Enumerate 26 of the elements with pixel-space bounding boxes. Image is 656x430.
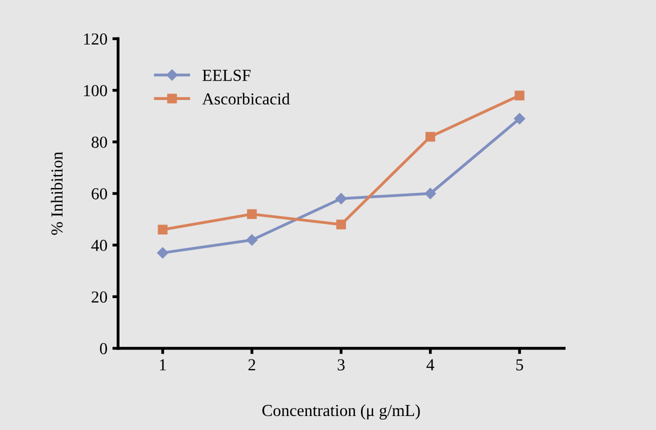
y-tick-label: 80 [92,136,108,148]
x-tick-label: 2 [248,359,256,370]
point [336,193,347,204]
x-axis-title: Concentration (μ g/mL) [262,404,420,420]
point [425,132,436,142]
point [247,209,257,219]
y-tick-label: 20 [92,291,108,303]
x-tick-label: 3 [338,359,345,370]
legend-label: Ascorbicacid [202,92,290,105]
x-tick-label: 4 [426,359,434,370]
point [246,234,258,246]
point [424,188,436,200]
point [158,224,168,234]
y-tick-label: 60 [92,188,108,200]
x-tick-label: 5 [516,359,524,370]
y-tick-label: 0 [100,343,108,354]
point [514,113,526,124]
point [157,247,168,258]
y-tick-label: 40 [91,240,108,252]
y-tick-label: 120 [84,33,108,45]
x-tick-label: 1 [160,359,166,370]
point [514,90,524,100]
y-axis-title: % Inhibition [50,152,63,235]
point [336,220,346,230]
y-tick-label: 100 [84,85,108,96]
legend-label: EELSF [202,70,251,82]
